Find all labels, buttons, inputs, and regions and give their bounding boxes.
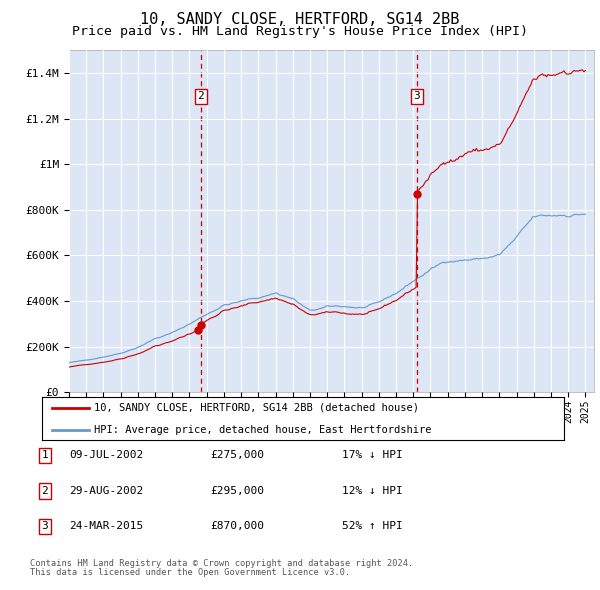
Text: 10, SANDY CLOSE, HERTFORD, SG14 2BB (detached house): 10, SANDY CLOSE, HERTFORD, SG14 2BB (det… [94, 403, 419, 412]
Text: 29-AUG-2002: 29-AUG-2002 [69, 486, 143, 496]
Text: 10, SANDY CLOSE, HERTFORD, SG14 2BB: 10, SANDY CLOSE, HERTFORD, SG14 2BB [140, 12, 460, 27]
Text: £295,000: £295,000 [210, 486, 264, 496]
Text: Price paid vs. HM Land Registry's House Price Index (HPI): Price paid vs. HM Land Registry's House … [72, 25, 528, 38]
Text: £275,000: £275,000 [210, 451, 264, 460]
Text: 17% ↓ HPI: 17% ↓ HPI [342, 451, 403, 460]
Text: £870,000: £870,000 [210, 522, 264, 531]
Text: This data is licensed under the Open Government Licence v3.0.: This data is licensed under the Open Gov… [30, 568, 350, 577]
Text: 24-MAR-2015: 24-MAR-2015 [69, 522, 143, 531]
Text: Contains HM Land Registry data © Crown copyright and database right 2024.: Contains HM Land Registry data © Crown c… [30, 559, 413, 568]
Text: HPI: Average price, detached house, East Hertfordshire: HPI: Average price, detached house, East… [94, 425, 432, 435]
Text: 2: 2 [41, 486, 49, 496]
Text: 09-JUL-2002: 09-JUL-2002 [69, 451, 143, 460]
Text: 3: 3 [413, 91, 421, 101]
Text: 1: 1 [41, 451, 49, 460]
Text: 3: 3 [41, 522, 49, 531]
Text: 12% ↓ HPI: 12% ↓ HPI [342, 486, 403, 496]
Text: 52% ↑ HPI: 52% ↑ HPI [342, 522, 403, 531]
Text: 2: 2 [197, 91, 204, 101]
